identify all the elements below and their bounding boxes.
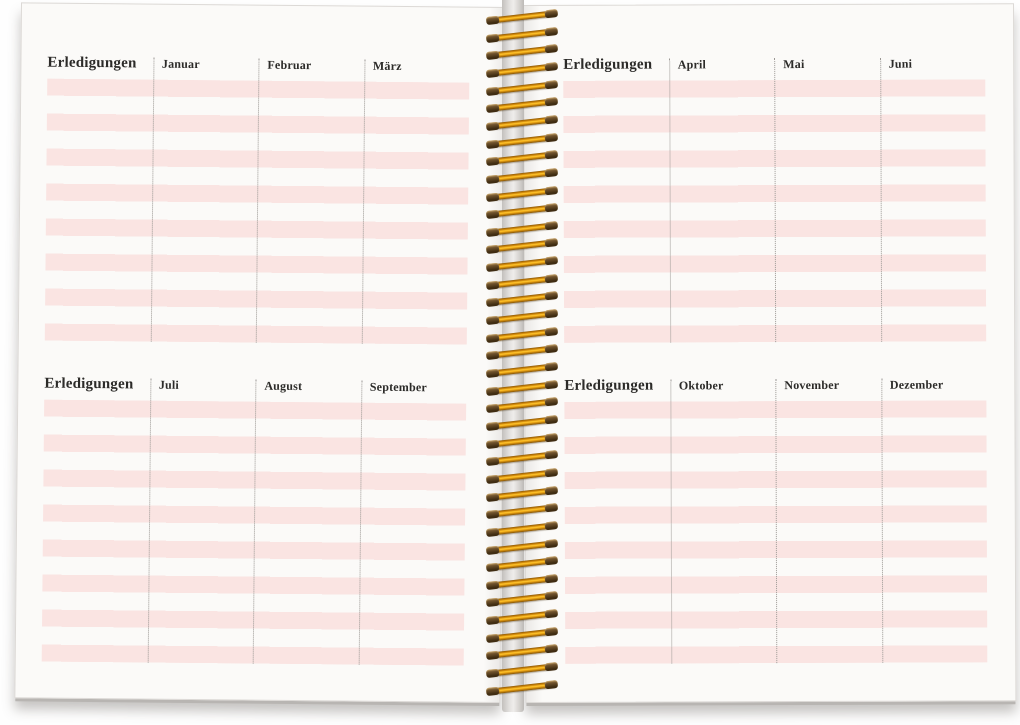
notebook-page-left: Erledigungen Januar Februar März Erledig… xyxy=(14,2,508,703)
month-header-september: September xyxy=(369,379,428,395)
month-header-juni: Juni xyxy=(888,56,913,71)
todo-section-jul-sep: Erledigungen Juli August September xyxy=(41,375,467,666)
month-header-november: November xyxy=(784,377,840,393)
section-title: Erledigungen xyxy=(563,56,653,73)
todo-section-apr-jun: Erledigungen April Mai Juni xyxy=(563,56,987,343)
month-header-juli: Juli xyxy=(158,377,180,392)
month-header-april: April xyxy=(677,57,707,72)
todo-section-okt-dez: Erledigungen Oktober November Dezember xyxy=(564,377,988,664)
page-left-content: Erledigungen Januar Februar März Erledig… xyxy=(41,54,470,666)
section-title: Erledigungen xyxy=(564,377,654,394)
month-header-februar: Februar xyxy=(267,57,312,73)
section-title: Erledigungen xyxy=(47,54,137,72)
todo-section-jan-mar: Erledigungen Januar Februar März xyxy=(44,54,470,345)
month-header-dezember: Dezember xyxy=(889,377,944,392)
page-right-content: Erledigungen April Mai Juni Erledigungen… xyxy=(563,56,988,664)
spiral-binding xyxy=(484,0,560,725)
section-title: Erledigungen xyxy=(44,375,134,393)
notebook-page-right: Erledigungen April Mai Juni Erledigungen… xyxy=(523,3,1017,703)
month-header-januar: Januar xyxy=(161,56,200,72)
month-header-august: August xyxy=(264,378,303,394)
month-header-maerz: März xyxy=(372,58,402,73)
month-header-mai: Mai xyxy=(783,57,805,72)
month-header-oktober: Oktober xyxy=(678,378,724,393)
